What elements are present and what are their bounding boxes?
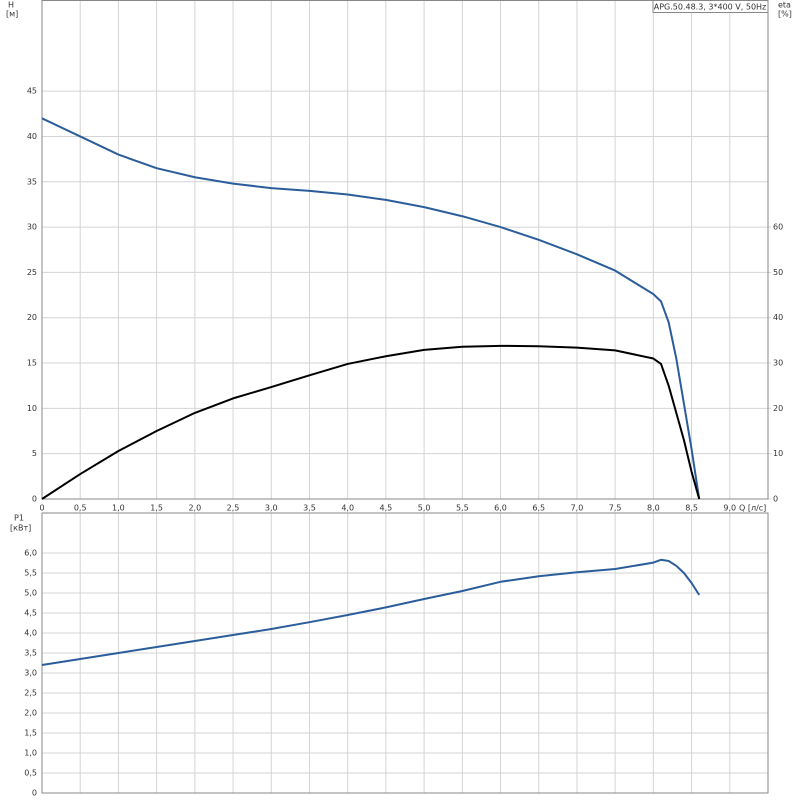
- y-tick-label: 0,5: [24, 769, 37, 778]
- x-tick-label: 0: [39, 504, 44, 513]
- y-tick-label: 0: [32, 789, 37, 798]
- title-box: [652, 0, 769, 13]
- y-tick-label: 1,0: [24, 749, 37, 758]
- x-tick-label: 2,5: [227, 504, 240, 513]
- x-tick-label: 8,0: [647, 504, 660, 513]
- x-tick-label: 4,5: [380, 504, 393, 513]
- y-label: P1: [14, 514, 24, 523]
- x-tick-label: 6,0: [494, 504, 507, 513]
- y-tick-label: 4,5: [24, 609, 37, 618]
- y-tick-label: 6,0: [24, 549, 37, 558]
- y-tick-label: 2,5: [24, 689, 37, 698]
- curve: [41, 558, 701, 666]
- y-tick-label: 5,5: [24, 569, 37, 578]
- y2-label: eta: [778, 1, 791, 10]
- y-tick-label: 40: [27, 132, 37, 141]
- y-tick-label: 30: [27, 223, 37, 232]
- x-tick-label: 0,5: [74, 504, 87, 513]
- y-tick-label: 25: [27, 268, 37, 277]
- y-tick-label: 3,5: [24, 649, 37, 658]
- y-tick-label: 20: [27, 313, 37, 322]
- y-tick-label: 2,0: [24, 709, 37, 718]
- y-tick-label: 3,0: [24, 669, 37, 678]
- y2-tick-label: 10: [773, 449, 783, 458]
- y-tick-label: 35: [27, 177, 37, 186]
- y-unit: [кВт]: [10, 524, 31, 533]
- x-tick-label: 3,5: [303, 504, 316, 513]
- chart-title: APG.50.48.3, 3*400 V, 50Hz: [654, 3, 767, 12]
- y-tick-label: 4,0: [24, 629, 37, 638]
- x-tick-label: 8,5: [685, 504, 698, 513]
- y-tick-label: 0: [32, 495, 37, 504]
- y-tick-label: 5,0: [24, 589, 37, 598]
- y-label: H: [8, 1, 14, 10]
- y-tick-label: 10: [27, 404, 37, 413]
- x-tick-label: 4,0: [341, 504, 354, 513]
- y2-tick-label: 60: [773, 223, 783, 232]
- x-tick-label: 7,5: [609, 504, 622, 513]
- y-tick-label: 45: [27, 87, 37, 96]
- x-tick-label: 7,0: [571, 504, 584, 513]
- curve: [41, 117, 701, 500]
- y2-tick-label: 30: [773, 359, 783, 368]
- y2-tick-label: 0: [773, 495, 778, 504]
- y-unit: [м]: [6, 10, 18, 19]
- x-tick-label: 3,0: [265, 504, 278, 513]
- x-tick-label: 1,0: [112, 504, 125, 513]
- y-tick-label: 1,5: [24, 729, 37, 738]
- x-tick-label: 6,5: [532, 504, 545, 513]
- y2-tick-label: 20: [773, 404, 783, 413]
- y-tick-label: 15: [27, 359, 37, 368]
- x-tick-label: 2,0: [188, 504, 201, 513]
- x-tick-label: 5,0: [418, 504, 431, 513]
- x-tick-label: 5,5: [456, 504, 469, 513]
- y2-tick-label: 50: [773, 268, 783, 277]
- x-tick-label: 1,5: [150, 504, 163, 513]
- curve: [41, 344, 701, 500]
- x-tick-label: 9,0: [723, 504, 736, 513]
- plot-frame: [41, 0, 769, 500]
- plot-frame: [41, 512, 769, 794]
- y2-tick-label: 40: [773, 313, 783, 322]
- y-tick-label: 5: [32, 449, 37, 458]
- y2-unit: [%]: [778, 10, 792, 19]
- x-label: Q [л/с]: [739, 504, 766, 513]
